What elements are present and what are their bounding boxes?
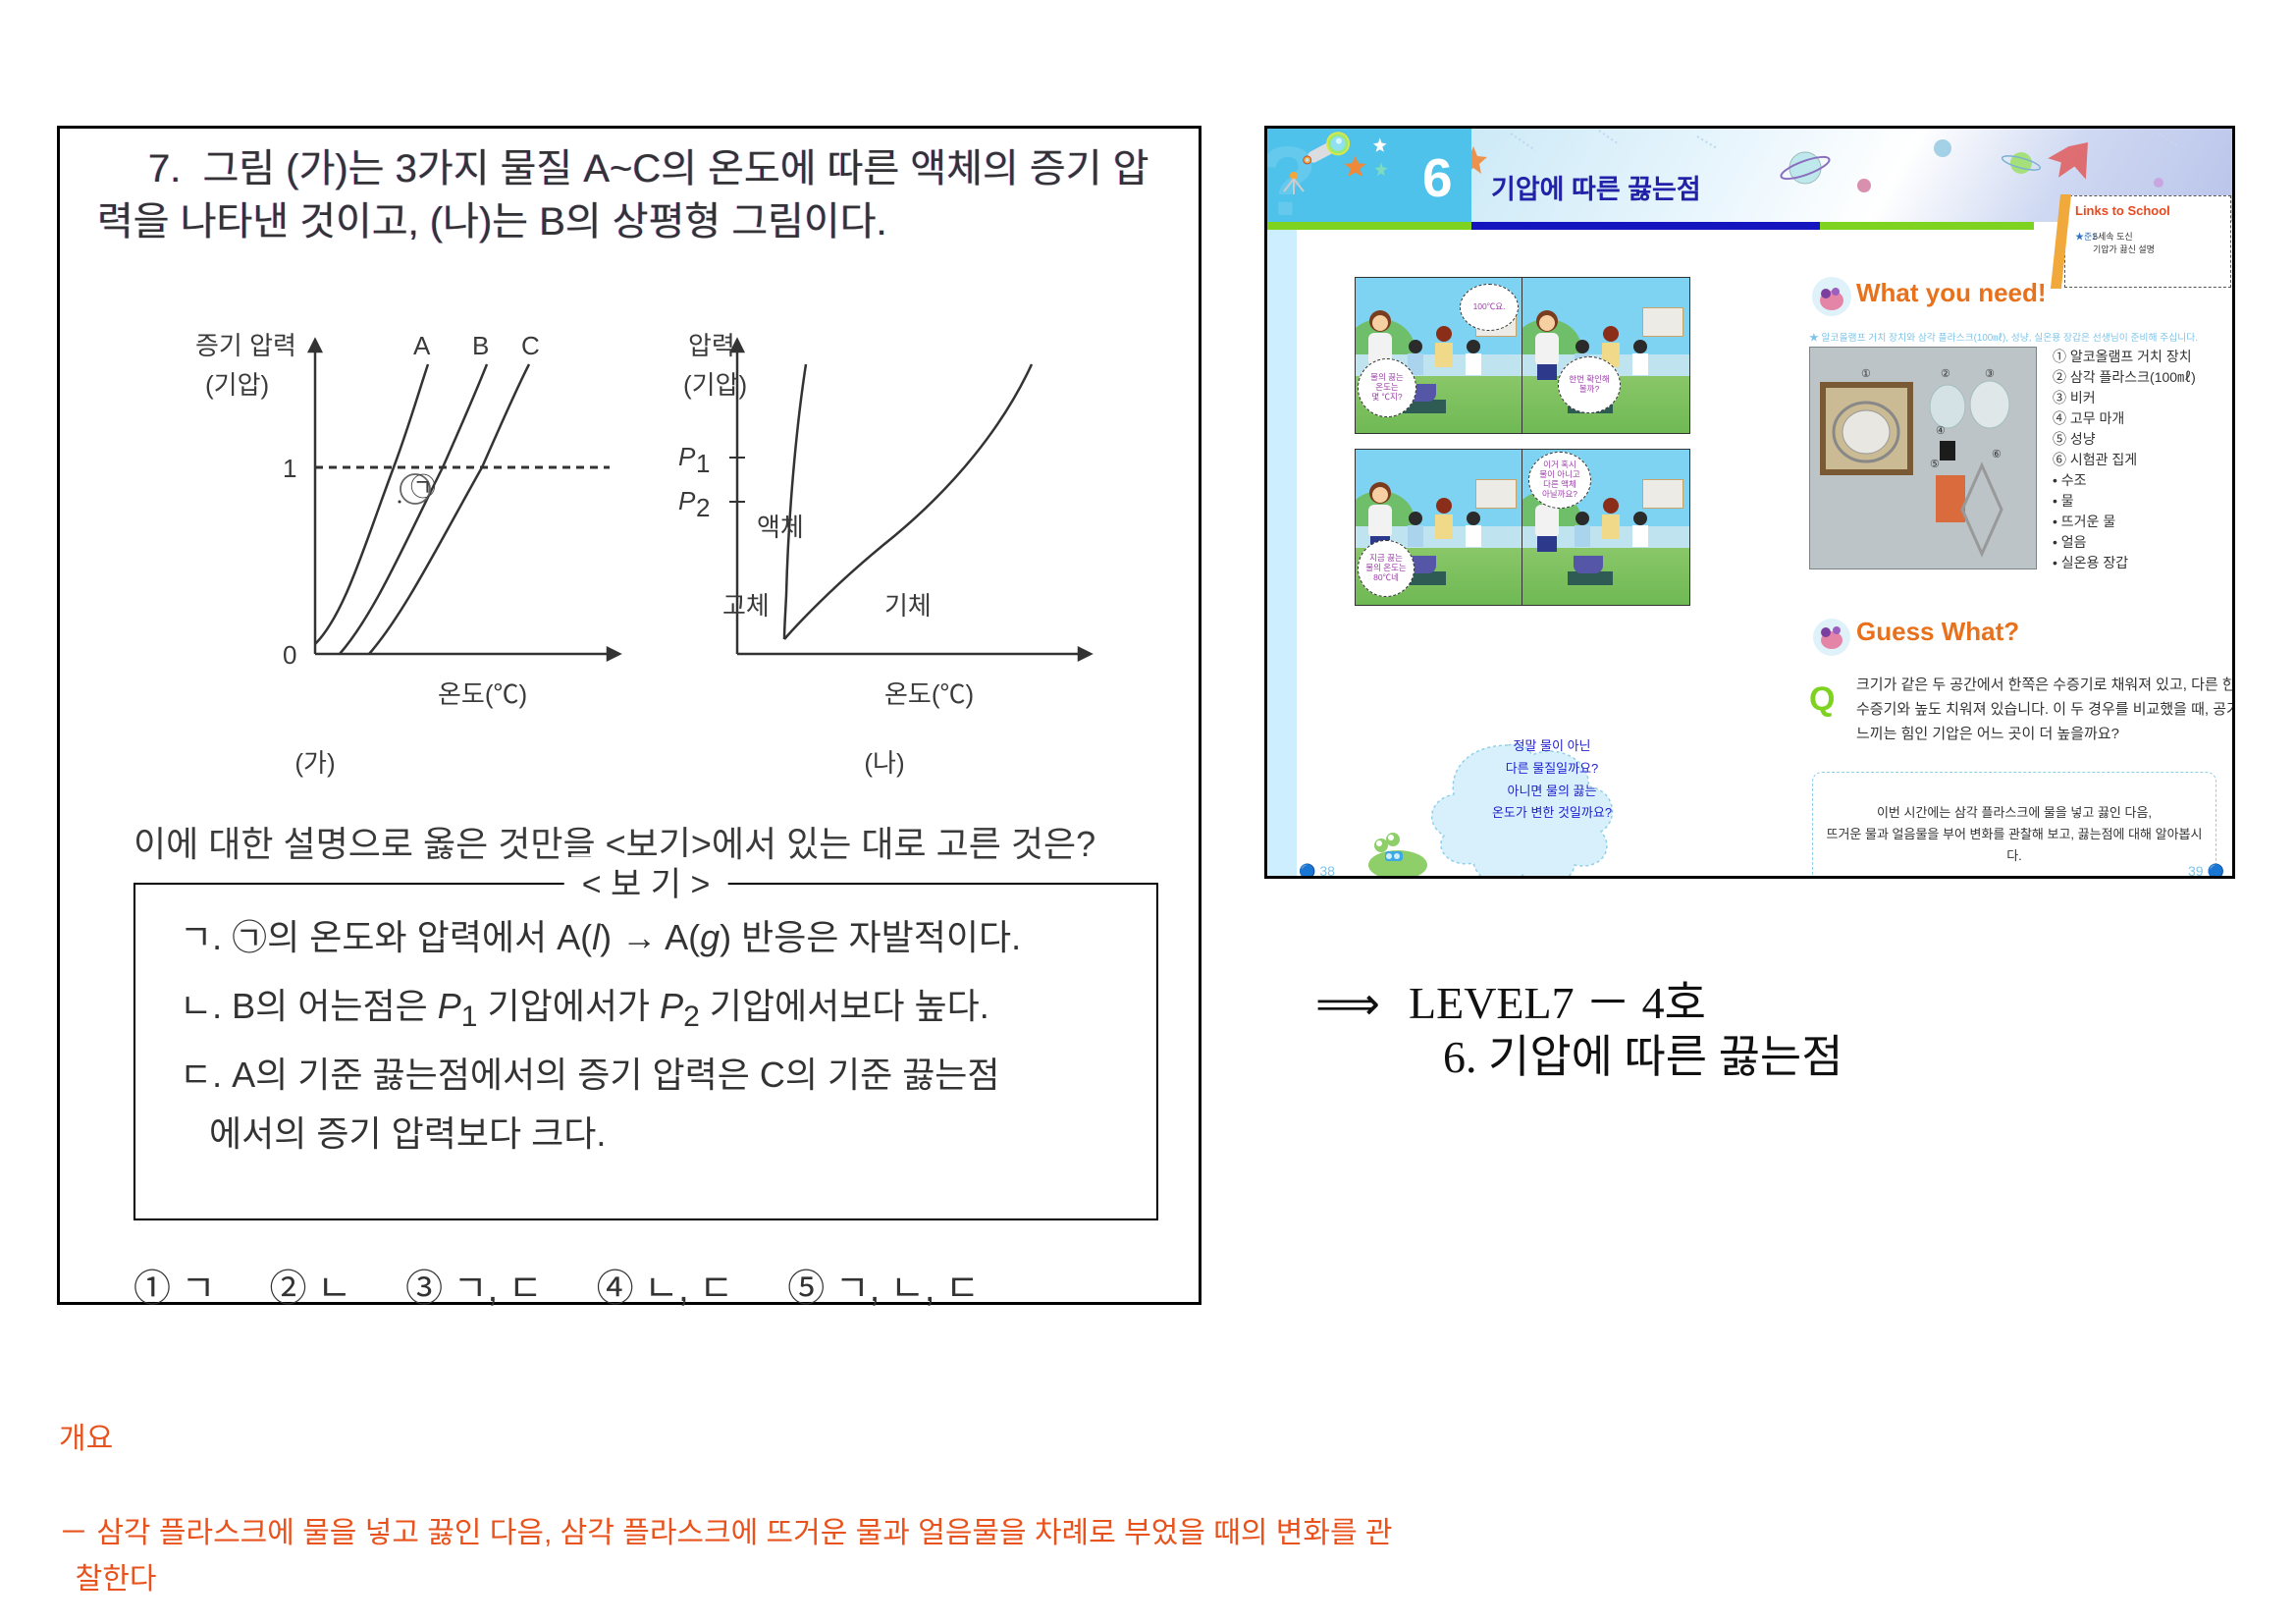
svg-text:1: 1 — [696, 449, 710, 478]
svg-text:0: 0 — [283, 640, 296, 670]
svg-text:B: B — [472, 331, 489, 360]
svg-text:온도(℃): 온도(℃) — [438, 679, 527, 709]
svg-text:1: 1 — [283, 454, 296, 483]
svg-text:②: ② — [1941, 368, 1950, 380]
svg-text:증기 압력: 증기 압력 — [195, 331, 296, 360]
svg-text:C: C — [521, 331, 540, 360]
svg-text:⑥: ⑥ — [1992, 449, 2002, 460]
svg-text:①: ① — [1861, 368, 1871, 380]
svg-text:A: A — [413, 331, 431, 360]
svg-text:액체: 액체 — [757, 513, 804, 542]
svg-text:온도(℃): 온도(℃) — [884, 679, 974, 709]
svg-text:기체: 기체 — [884, 591, 932, 621]
svg-text:③: ③ — [1985, 368, 1995, 380]
svg-text:P: P — [678, 442, 696, 471]
svg-text:(나): (나) — [864, 748, 904, 778]
svg-text:(기압): (기압) — [683, 370, 747, 400]
svg-text:P: P — [678, 486, 696, 515]
svg-text:④: ④ — [1936, 425, 1946, 437]
svg-text:(기압): (기압) — [205, 370, 269, 400]
svg-text:㉠: ㉠ — [410, 472, 436, 502]
svg-text:2: 2 — [696, 493, 710, 522]
svg-text:압력: 압력 — [688, 331, 735, 360]
svg-text:고체: 고체 — [722, 591, 770, 621]
svg-text:(가): (가) — [294, 748, 335, 778]
svg-text:⑤: ⑤ — [1930, 459, 1940, 470]
